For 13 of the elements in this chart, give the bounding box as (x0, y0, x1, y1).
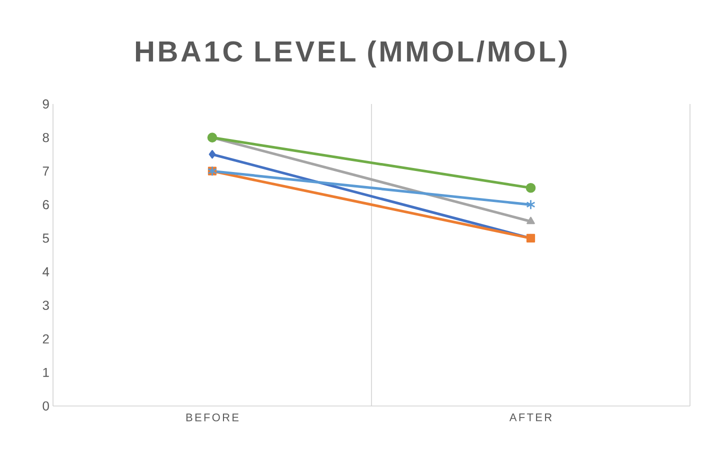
y-tick-label: 2 (42, 334, 49, 344)
y-tick-label: 8 (42, 132, 49, 142)
y-tick-label: 4 (42, 267, 50, 276)
y-tick-label: 6 (42, 200, 49, 210)
x-tick-label: AFTER (509, 414, 552, 422)
y-tick-label: 1 (43, 368, 49, 377)
x-tick-label: BEFORE (186, 414, 239, 422)
y-tick-label: 3 (42, 300, 49, 310)
chart-title: HBA1C LEVEL (MMOL/MOL) (136, 40, 567, 68)
y-tick-label: 7 (42, 166, 49, 176)
y-tick-label: 0 (42, 401, 49, 411)
y-tick-label: 5 (42, 234, 49, 243)
y-tick-label: 9 (42, 99, 49, 109)
